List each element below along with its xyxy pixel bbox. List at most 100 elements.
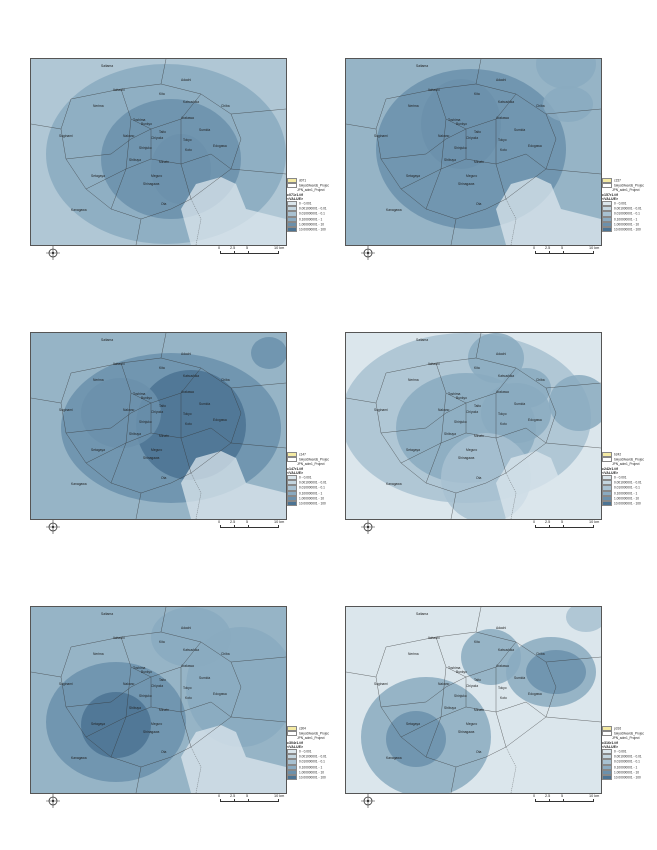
legend-swatch [287,183,297,189]
scale-label: 5 [246,246,249,250]
legend-swatch [287,759,297,765]
legend-class-label: 0.010000001 - 0.1 [614,485,640,490]
place-label: Arakawa [496,390,509,394]
legend-swatch [287,495,297,501]
legend-swatch [287,726,297,732]
legend-layer-id: d071 [299,178,307,183]
density-zone [526,650,586,694]
place-label: Ota [161,202,166,206]
legend-swatch [287,485,297,491]
map-frame: Saitama Adachi Itabashi Kita Katsushika Nerim… [345,58,602,246]
place-label: Toshima [448,118,460,122]
place-label: Koto [500,696,507,700]
legend-layer-a: tokyoDiwards_Projec [299,457,329,462]
place-label: Shinjuku [139,146,152,150]
legend-swatch [602,485,612,491]
place-label: Itabashi [428,636,440,640]
place-label: Shinagawa [143,730,159,734]
density-zone [481,383,551,443]
place-label: Itabashi [428,362,440,366]
legend-class-label: 1.000000001 - 10 [299,222,324,227]
place-label: Kanagawa [71,208,87,212]
place-label: Shinjuku [454,420,467,424]
legend-swatch [287,774,297,781]
legend-swatch [602,211,612,217]
legend-class-label: 1.000000001 - 10 [299,770,324,775]
place-label: Ota [476,476,481,480]
place-label: Setagaya [406,174,420,178]
place-label: Shibuya [129,432,141,436]
place-label: Edogawa [528,418,542,422]
density-zone [81,692,151,758]
place-label: Setagaya [91,722,105,726]
place-label: Taito [474,404,481,408]
legend-swatch [602,726,612,732]
place-label: Nakano [438,134,450,138]
legend-value-heading: <VALUE> [602,196,619,201]
place-label: Setagaya [406,448,420,452]
place-label: Edogawa [213,144,227,148]
legend-class-label: 10.00000001 - 100 [614,227,641,232]
scale-label: 0 [218,246,221,250]
legend-class-label: 10.00000001 - 100 [299,775,326,780]
place-label: Tokyo [183,686,192,690]
place-label: Suginami [374,408,388,412]
legend-value-heading: <VALUE> [602,744,619,749]
place-label: Shibuya [444,432,456,436]
place-label: Chiyoda [151,410,163,414]
place-label: Kita [159,640,165,644]
density-zone [251,337,286,369]
place-label: Itabashi [113,362,125,366]
map-frame: Saitama Adachi Itabashi Kita Katsushika Nerim… [30,332,287,520]
legend-layer-b: JPN_adm1_Project [612,736,640,741]
place-label: Minato [159,434,169,438]
density-zone [566,607,601,632]
scale-label: 5 [246,794,249,798]
density-zone [151,607,231,667]
legend-class-label: 0.100000001 - 1 [299,490,323,495]
place-label: Chiyoda [151,684,163,688]
legend-swatch [602,183,612,189]
scale-label: 5 [561,520,564,524]
legend-class-label: 0.001000001 - 0.01 [614,754,642,759]
place-label: Sumida [514,676,525,680]
legend-swatch [602,495,612,501]
place-label: Shibuya [444,706,456,710]
legend-swatch [287,226,297,233]
place-label: Setagaya [406,722,420,726]
place-label: Sumida [199,402,210,406]
legend-swatch [602,206,612,212]
place-label: Koto [500,148,507,152]
place-label: Bunkyo [456,122,467,126]
legend-swatch [287,474,297,481]
legend-swatch [602,759,612,765]
place-label: Chiyoda [466,410,478,414]
place-label: Chiba [221,104,230,108]
legend-swatch [287,754,297,760]
legend-swatch [287,748,297,755]
map-frame: Saitama Adachi Itabashi Kita Katsushika Nerim… [30,58,287,246]
place-label: Shibuya [444,158,456,162]
place-label: Suginami [374,682,388,686]
density-zone [81,378,161,448]
scale-label: 10 km [589,794,600,798]
place-label: Kanagawa [386,482,402,486]
place-label: Saitama [101,64,113,68]
place-label: Kanagawa [386,208,402,212]
scale-label: 2.5 [545,246,551,250]
legend-swatch [602,769,612,775]
legend-swatch [287,206,297,212]
map-frame: Saitama Adachi Itabashi Kita Katsushika Nerim… [345,332,602,520]
place-label: Toshima [448,666,460,670]
place-label: Toshima [133,392,145,396]
place-label: Katsushika [498,374,514,378]
density-zone [543,86,593,122]
density-map: Saitama Adachi Itabashi Kita Katsushika Nerim… [31,333,286,519]
legend-value-heading: <VALUE> [287,196,304,201]
ward-boundaries [31,607,286,793]
scale-bar: 0 2.5 5 10 km [218,246,288,258]
place-label: Meguro [466,722,477,726]
place-label: Nerima [93,378,104,382]
scale-label: 10 km [589,520,600,524]
legend-class-label: 0.010000001 - 0.1 [299,211,325,216]
